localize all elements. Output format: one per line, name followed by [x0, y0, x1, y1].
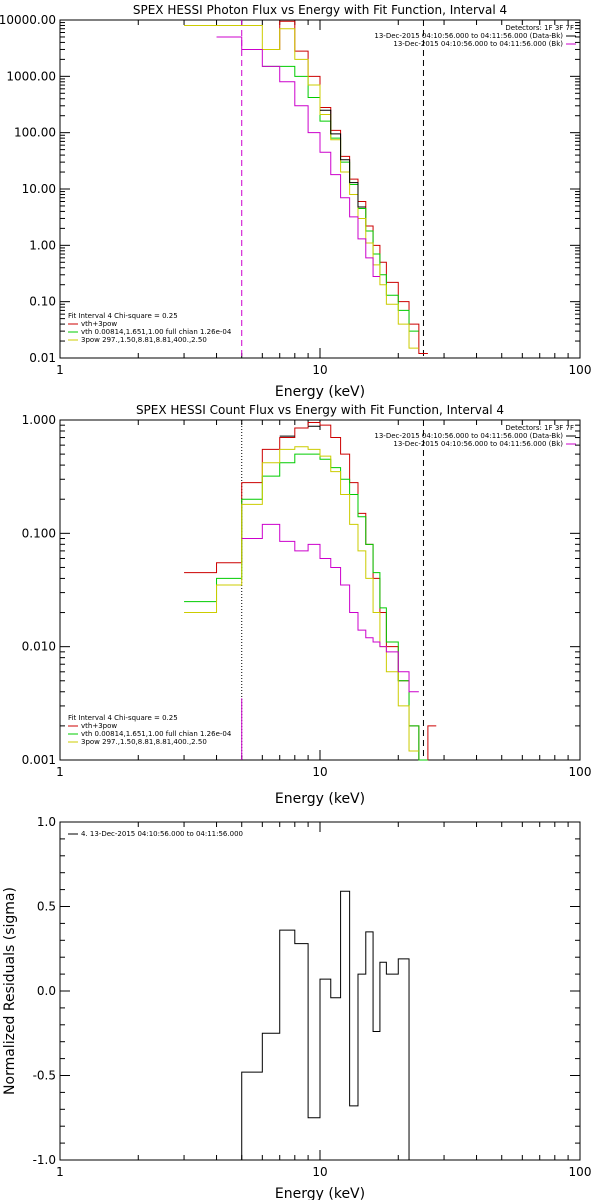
legend-entry: 13-Dec-2015 04:10:56.000 to 04:11:56.000…	[374, 32, 563, 40]
y-tick-label: 1000.00	[6, 69, 56, 83]
legend-entry: Detectors: 1F 3F 7F	[505, 24, 574, 32]
y-tick-label: 0.5	[37, 900, 56, 914]
series-line	[241, 890, 410, 1160]
series-line	[262, 65, 419, 332]
legend-entry: vth 0.00814,1.651,1.00 full chian 1.26e-…	[81, 730, 232, 738]
legend-entry: Fit Interval 4 Chi-square = 0.25	[68, 312, 178, 320]
panel-count-flux: SPEX HESSI Count Flux vs Energy with Fit…	[22, 403, 592, 807]
x-tick-label: 100	[569, 363, 592, 377]
panel1-title: SPEX HESSI Photon Flux vs Energy with Fi…	[133, 3, 507, 17]
y-tick-label: 0.100	[22, 526, 56, 540]
y-tick-label: 1.00	[29, 238, 56, 252]
y-tick-label: 0.0	[37, 984, 56, 998]
y-tick-label: 0.01	[29, 351, 56, 365]
y-tick-label: 0.010	[22, 640, 56, 654]
legend-entry: 13-Dec-2015 04:10:56.000 to 04:11:56.000…	[393, 40, 563, 48]
y-tick-label: 0.001	[22, 753, 56, 767]
y-tick-label: 10000.00	[0, 13, 56, 27]
panel1-xlabel: Energy (keV)	[275, 384, 365, 400]
panel-residuals: 1 10 100 -1.0 -0.5 0.0 0.5 1.0 4. 13-Dec-2015 0…	[2, 815, 591, 1200]
panel2-marks: 1 10 100 0.001 0.010 0.100 1.000	[22, 413, 592, 779]
panel1-frame	[59, 19, 581, 359]
panel-photon-flux: SPEX HESSI Photon Flux vs Energy with Fi…	[0, 3, 591, 400]
legend-entry: 3pow 297.,1.50,8.81,8.81,400.,2.50	[81, 738, 207, 746]
legend-entry: 13-Dec-2015 04:10:56.000 to 04:11:56.000…	[374, 432, 563, 440]
y-tick-label: 100.00	[14, 126, 56, 140]
y-tick-label: 10.00	[22, 182, 56, 196]
legend-entry: vth+3pow	[81, 722, 117, 730]
x-tick-label: 10	[312, 1165, 327, 1179]
panel2-xlabel: Energy (keV)	[275, 791, 365, 807]
series-line	[184, 422, 437, 761]
legend-entry: 4. 13-Dec-2015 04:10:56.000 to 04:11:56.…	[81, 830, 243, 838]
y-tick-label: 0.10	[29, 295, 56, 309]
legend-entry: 13-Dec-2015 04:10:56.000 to 04:11:56.000…	[393, 440, 563, 448]
panel1-marks: 1 10 100 0.01 0.10 1.00 10.00 100.00 1000.00 1000…	[0, 13, 591, 377]
series-line	[184, 453, 428, 761]
y-tick-label: 1.000	[22, 413, 56, 427]
legend-entry: vth+3pow	[81, 320, 117, 328]
legend-entry: vth 0.00814,1.651,1.00 full chian 1.26e-…	[81, 328, 232, 336]
panel3-legend: 4. 13-Dec-2015 04:10:56.000 to 04:11:56.…	[68, 830, 243, 838]
y-tick-label: -1.0	[33, 1153, 56, 1167]
series-line	[241, 523, 419, 693]
series-line	[262, 20, 428, 355]
panel2-title: SPEX HESSI Count Flux vs Energy with Fit…	[136, 403, 504, 417]
y-tick-label: 1.0	[37, 815, 56, 829]
panel3-marks: 1 10 100 -1.0 -0.5 0.0 0.5 1.0	[33, 815, 592, 1179]
legend-entry: Fit Interval 4 Chi-square = 0.25	[68, 714, 178, 722]
series-line	[279, 19, 366, 208]
panel3-ylabel: Normalized Residuals (sigma)	[2, 887, 18, 1095]
panel2-frame	[59, 419, 581, 761]
legend-entry: 3pow 297.,1.50,8.81,8.81,400.,2.50	[81, 336, 207, 344]
series-line	[184, 24, 419, 349]
series-line	[216, 36, 380, 277]
x-tick-label: 100	[569, 765, 592, 779]
x-tick-label: 1	[56, 765, 64, 779]
x-tick-label: 1	[56, 1165, 64, 1179]
series-line	[184, 446, 419, 752]
x-tick-label: 10	[312, 765, 327, 779]
series-line	[279, 425, 320, 437]
legend-entry: Detectors: 1F 3F 7F	[505, 424, 574, 432]
y-tick-label: -0.5	[33, 1069, 56, 1083]
x-tick-label: 10	[312, 363, 327, 377]
x-tick-label: 100	[569, 1165, 592, 1179]
panel3-xlabel: Energy (keV)	[275, 1186, 365, 1200]
x-tick-label: 1	[56, 363, 64, 377]
